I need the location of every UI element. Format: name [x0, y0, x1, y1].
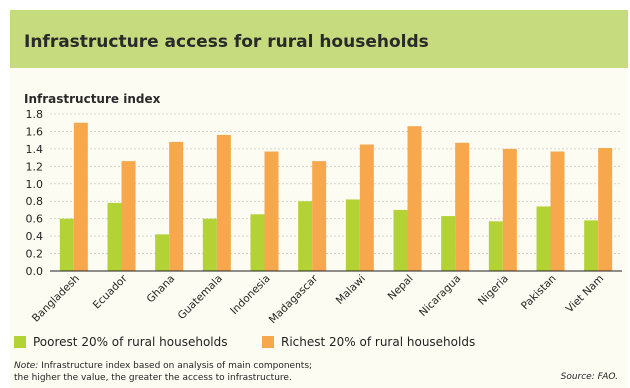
legend-label-richest: Richest 20% of rural households: [281, 335, 476, 349]
y-tick-label: 0.4: [26, 230, 44, 243]
y-tick-label: 1.2: [26, 160, 44, 173]
y-tick-label: 0.8: [26, 195, 44, 208]
legend-swatch-poorest: [14, 336, 26, 348]
legend-item-richest: Richest 20% of rural households: [262, 335, 475, 349]
legend-swatch-richest: [262, 336, 274, 348]
x-tick-label: Bangladesh: [30, 273, 82, 325]
bar-richest-malawi: [359, 144, 374, 271]
bar-richest-guatemala: [216, 134, 231, 271]
bar-richest-ghana: [169, 141, 184, 271]
y-axis-ticks: 0.0 0.2 0.4 0.6 0.8 1.0 1.2 1.4 1.6 1.8: [26, 108, 44, 278]
bar-poorest-nepal: [393, 209, 408, 271]
bar-richest-nigeria: [502, 148, 517, 271]
bar-poorest-viet-nam: [584, 220, 599, 271]
note-line-1: Infrastructure index based on analysis o…: [38, 361, 313, 371]
bar-poorest-madagascar: [298, 201, 313, 271]
x-tick-label: Indonesia: [228, 273, 272, 317]
bar-richest-viet-nam: [598, 148, 613, 271]
y-tick-label: 1.8: [26, 108, 44, 121]
y-tick-label: 0.0: [26, 265, 44, 278]
y-tick-label: 1.6: [26, 125, 44, 138]
y-tick-label: 1.0: [26, 178, 44, 191]
x-tick-label: Nigeria: [476, 273, 511, 308]
y-tick-label: 0.2: [26, 248, 44, 261]
x-tick-label: Madagascar: [267, 272, 321, 326]
legend-item-poorest: Poorest 20% of rural households: [14, 335, 228, 349]
bar-richest-pakistan: [550, 151, 565, 271]
bar-poorest-malawi: [345, 199, 360, 271]
bar-richest-madagascar: [312, 161, 327, 271]
legend-label-poorest: Poorest 20% of rural households: [33, 335, 228, 349]
bar-poorest-nigeria: [488, 221, 503, 271]
bar-poorest-pakistan: [536, 206, 551, 271]
bar-chart: 0.0 0.2 0.4 0.6 0.8 1.0 1.2 1.4 1.6 1.8 Banglades…: [26, 108, 622, 326]
y-tick-label: 0.6: [26, 213, 44, 226]
note-line-2: the higher the value, the greater the ac…: [14, 373, 292, 383]
x-tick-label: Guatemala: [176, 273, 225, 322]
bar-poorest-bangladesh: [59, 218, 74, 271]
x-tick-label: Nepal: [386, 273, 416, 303]
bar-poorest-ecuador: [107, 202, 122, 271]
chart-panel: Infrastructure access for rural househol…: [10, 10, 628, 388]
chart-title: Infrastructure access for rural househol…: [24, 32, 429, 52]
x-tick-label: Ghana: [145, 273, 178, 306]
bar-poorest-nicaragua: [441, 216, 456, 271]
footnote: Note: Infrastructure index based on anal…: [14, 360, 312, 384]
title-banner: Infrastructure access for rural househol…: [10, 10, 628, 68]
x-tick-label: Viet Nam: [564, 273, 607, 316]
bar-richest-nicaragua: [455, 142, 470, 271]
x-tick-label: Pakistan: [519, 273, 559, 313]
bar-richest-bangladesh: [73, 122, 88, 271]
note-prefix: Note:: [14, 361, 39, 371]
bar-poorest-ghana: [155, 234, 170, 271]
bar-richest-ecuador: [121, 161, 136, 271]
y-axis-title: Infrastructure index: [24, 92, 161, 106]
y-tick-label: 1.4: [26, 143, 44, 156]
bar-poorest-guatemala: [202, 218, 217, 271]
bars: [59, 122, 613, 271]
bar-richest-indonesia: [264, 151, 279, 271]
source-credit: Source: FAO.: [560, 372, 618, 382]
x-tick-label: Ecuador: [91, 272, 130, 311]
gridlines: [50, 113, 622, 254]
x-tick-label: Nicaragua: [417, 273, 463, 319]
bar-poorest-indonesia: [250, 214, 265, 271]
bar-richest-nepal: [407, 126, 422, 271]
x-tick-label: Malawi: [334, 273, 368, 307]
